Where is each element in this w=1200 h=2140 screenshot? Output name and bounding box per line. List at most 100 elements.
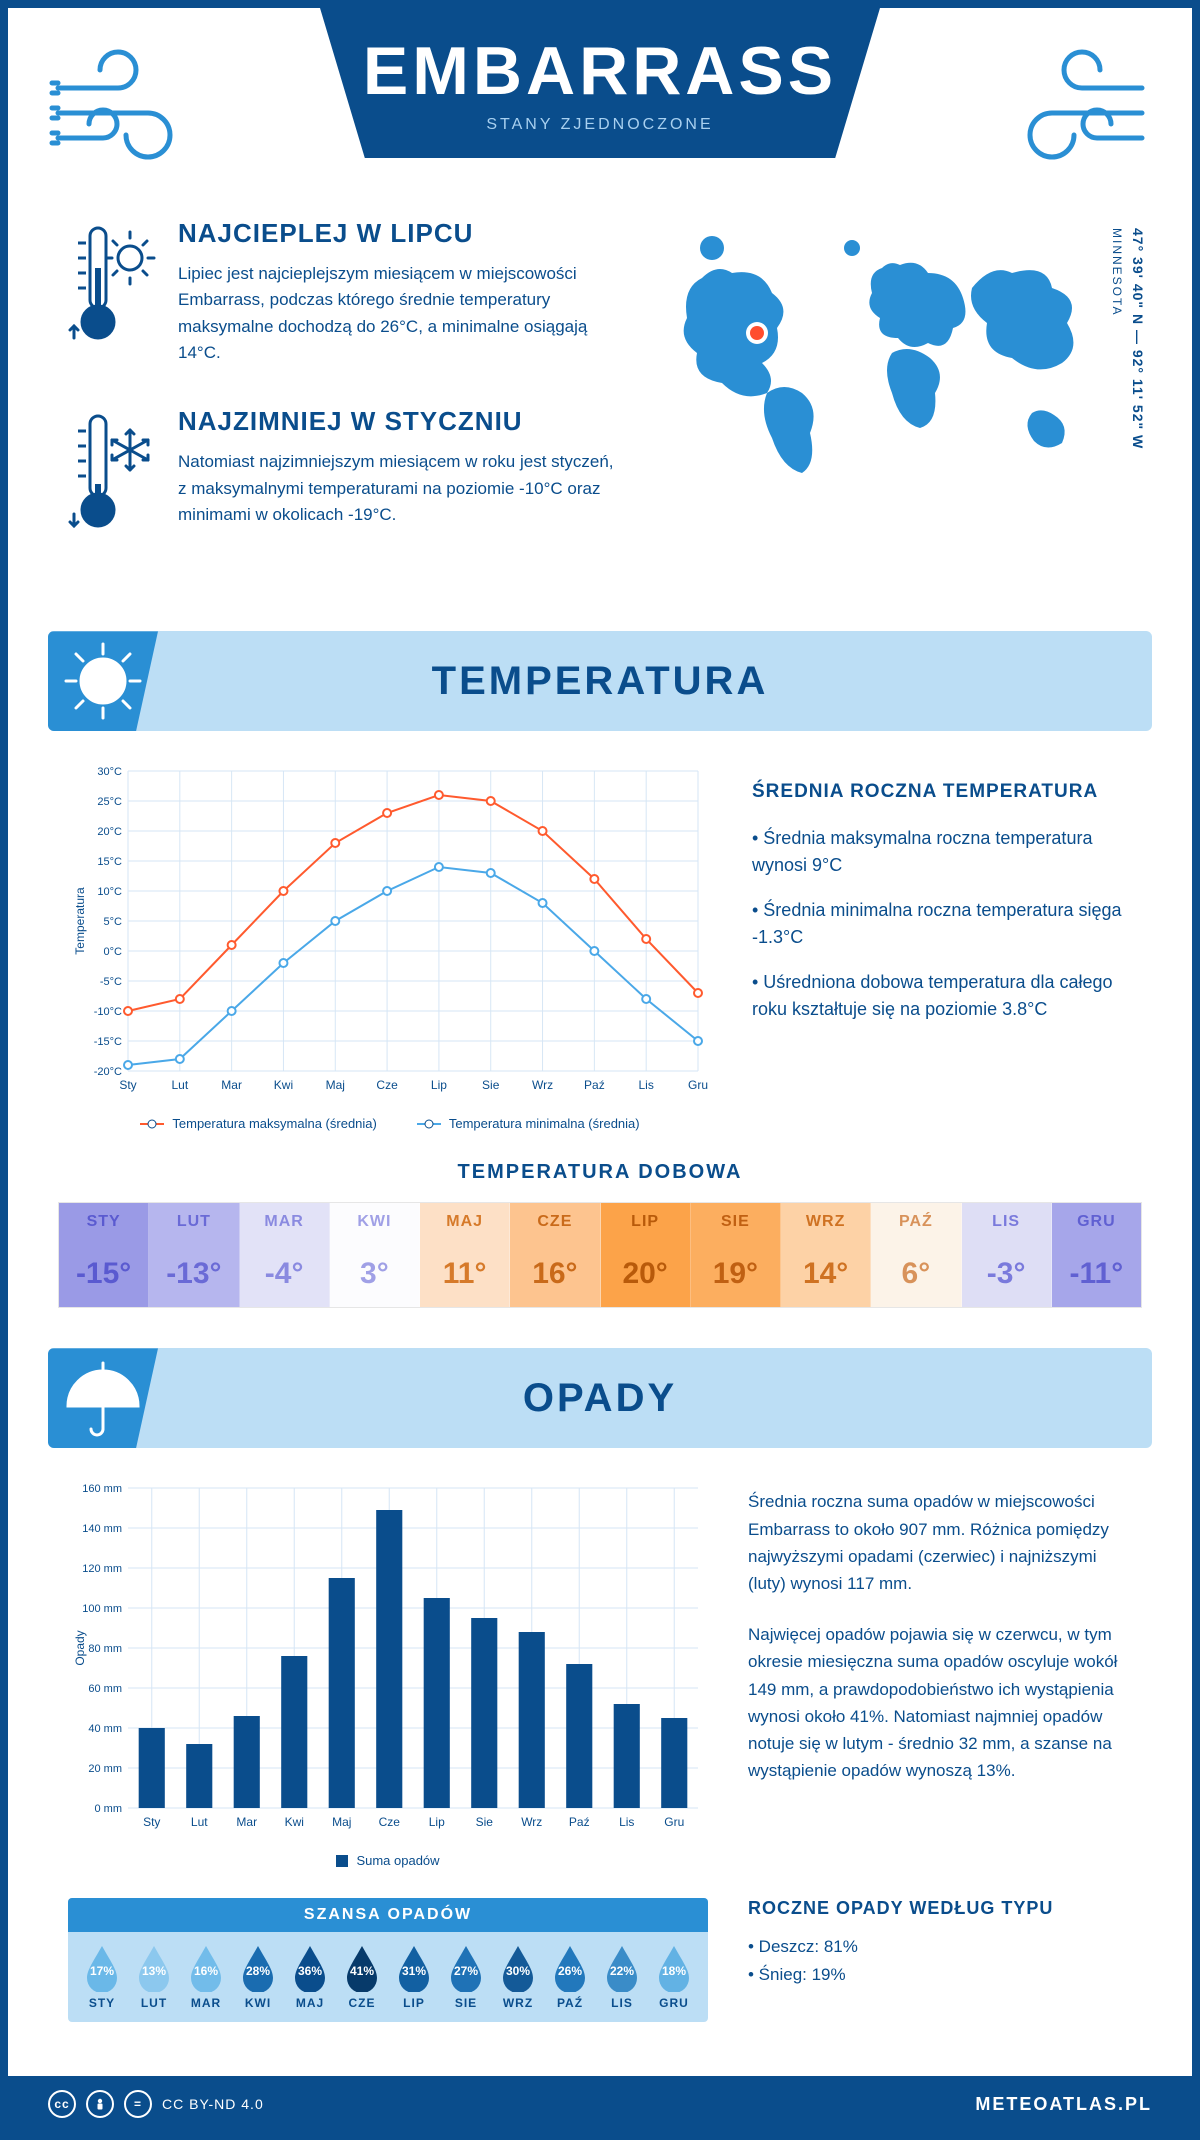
svg-text:40 mm: 40 mm [88, 1723, 122, 1735]
location-marker-icon [750, 326, 764, 340]
daily-temp-table: STY -15° LUT -13° MAR -4° KWI 3° MAJ 11°… [58, 1202, 1142, 1308]
precipitation-title: OPADY [523, 1376, 677, 1421]
annual-bullet: • Uśredniona dobowa temperatura dla całe… [752, 969, 1132, 1023]
svg-text:10°C: 10°C [97, 886, 122, 898]
svg-text:20°C: 20°C [97, 826, 122, 838]
world-map-icon [652, 218, 1132, 518]
header: EMBARRASS STANY ZJEDNOCZONE [8, 8, 1192, 198]
svg-text:100 mm: 100 mm [82, 1603, 122, 1615]
raindrop-icon: 30% [499, 1944, 537, 1992]
raindrop-icon: 18% [655, 1944, 693, 1992]
svg-text:Kwi: Kwi [285, 1815, 304, 1829]
svg-text:Gru: Gru [688, 1078, 708, 1092]
intro-row: NAJCIEPLEJ W LIPCU Lipiec jest najcieple… [8, 198, 1192, 621]
chance-cell: 18% GRU [648, 1944, 700, 2010]
svg-text:Lis: Lis [619, 1815, 634, 1829]
raindrop-icon: 16% [187, 1944, 225, 1992]
svg-text:Mar: Mar [221, 1078, 242, 1092]
svg-text:5°C: 5°C [104, 916, 123, 928]
raindrop-icon: 31% [395, 1944, 433, 1992]
warm-text: Lipiec jest najcieplejszym miesiącem w m… [178, 261, 622, 366]
chance-row: SZANSA OPADÓW 17% STY 13% LUT 16% MAR 28… [68, 1898, 1132, 2022]
svg-text:Cze: Cze [379, 1815, 401, 1829]
legend-max: .legend-swatch::after{border:1px solid c… [140, 1116, 376, 1131]
header-banner: EMBARRASS STANY ZJEDNOCZONE [320, 8, 880, 158]
svg-text:0 mm: 0 mm [95, 1803, 123, 1815]
svg-text:Lis: Lis [639, 1078, 654, 1092]
chance-cell: 27% SIE [440, 1944, 492, 2010]
svg-text:120 mm: 120 mm [82, 1563, 122, 1575]
thermometer-hot-icon [68, 218, 158, 366]
svg-text:30°C: 30°C [97, 766, 122, 778]
svg-text:160 mm: 160 mm [82, 1483, 122, 1495]
precipitation-chart: 0 mm20 mm40 mm60 mm80 mm100 mm120 mm140 … [68, 1478, 708, 1838]
svg-text:Wrz: Wrz [532, 1078, 553, 1092]
daily-temp-title: TEMPERATURA DOBOWA [8, 1161, 1192, 1184]
annual-temp-title: ŚREDNIA ROCZNA TEMPERATURA [752, 781, 1132, 803]
legend-max-label: Temperatura maksymalna (średnia) [172, 1116, 376, 1131]
cold-title: NAJZIMNIEJ W STYCZNIU [178, 406, 622, 437]
map-panel: MINNESOTA 47° 39' 40" N — 92° 11' 52" W [652, 218, 1132, 591]
daily-cell: MAJ 11° [420, 1203, 510, 1307]
svg-text:-15°C: -15°C [94, 1036, 122, 1048]
svg-text:Paź: Paź [584, 1078, 605, 1092]
chance-cell: 41% CZE [336, 1944, 388, 2010]
warm-title: NAJCIEPLEJ W LIPCU [178, 218, 622, 249]
svg-text:Sie: Sie [482, 1078, 500, 1092]
warm-content: NAJCIEPLEJ W LIPCU Lipiec jest najcieple… [178, 218, 622, 366]
svg-text:Lut: Lut [171, 1078, 188, 1092]
svg-text:15°C: 15°C [97, 856, 122, 868]
temperature-annual-panel: ŚREDNIA ROCZNA TEMPERATURA • Średnia mak… [752, 761, 1132, 1131]
svg-text:20 mm: 20 mm [88, 1763, 122, 1775]
chance-cell: 31% LIP [388, 1944, 440, 2010]
precipitation-text-panel: Średnia roczna suma opadów w miejscowośc… [748, 1478, 1132, 1868]
nd-icon: = [124, 2090, 152, 2118]
svg-text:Lut: Lut [191, 1815, 208, 1829]
legend-precip-label: Suma opadów [356, 1853, 439, 1868]
page-subtitle: STANY ZJEDNOCZONE [486, 116, 713, 134]
svg-text:Mar: Mar [236, 1815, 257, 1829]
raindrop-icon: 22% [603, 1944, 641, 1992]
raindrop-icon: 28% [239, 1944, 277, 1992]
svg-text:Maj: Maj [332, 1815, 351, 1829]
svg-text:25°C: 25°C [97, 796, 122, 808]
state-label: MINNESOTA [1110, 228, 1124, 316]
coordinates-label: 47° 39' 40" N — 92° 11' 52" W [1130, 228, 1146, 449]
warm-block: NAJCIEPLEJ W LIPCU Lipiec jest najcieple… [68, 218, 622, 366]
precipitation-chart-panel: 0 mm20 mm40 mm60 mm80 mm100 mm120 mm140 … [68, 1478, 708, 1868]
temperature-title: TEMPERATURA [432, 659, 769, 704]
daily-cell: MAR -4° [240, 1203, 330, 1307]
raindrop-icon: 26% [551, 1944, 589, 1992]
svg-text:80 mm: 80 mm [88, 1643, 122, 1655]
precip-type-bullet: • Śnieg: 19% [748, 1961, 1132, 1988]
annual-bullet: • Średnia minimalna roczna temperatura s… [752, 897, 1132, 951]
svg-text:Sty: Sty [119, 1078, 136, 1092]
svg-text:Sty: Sty [143, 1815, 160, 1829]
svg-text:Wrz: Wrz [521, 1815, 542, 1829]
temperature-banner: TEMPERATURA [48, 631, 1152, 731]
precip-type-title: ROCZNE OPADY WEDŁUG TYPU [748, 1898, 1132, 1919]
daily-cell: SIE 19° [691, 1203, 781, 1307]
temperature-row: -20°C-15°C-10°C-5°C0°C5°C10°C15°C20°C25°… [8, 761, 1192, 1161]
by-icon [86, 2090, 114, 2118]
cold-block: NAJZIMNIEJ W STYCZNIU Natomiast najzimni… [68, 406, 622, 551]
cc-icon: cc [48, 2090, 76, 2118]
daily-cell: CZE 16° [510, 1203, 600, 1307]
footer-license: cc = CC BY-ND 4.0 [48, 2090, 264, 2118]
svg-text:Temperatura: Temperatura [73, 887, 87, 955]
chance-cell: 26% PAŹ [544, 1944, 596, 2010]
raindrop-icon: 13% [135, 1944, 173, 1992]
svg-text:Maj: Maj [326, 1078, 345, 1092]
page-title: EMBARRASS [363, 32, 837, 110]
sun-icon [58, 636, 148, 726]
legend-min: Temperatura minimalna (średnia) [417, 1116, 640, 1131]
raindrop-icon: 41% [343, 1944, 381, 1992]
chance-drops-row: 17% STY 13% LUT 16% MAR 28% KWI [68, 1932, 708, 2010]
precipitation-banner: OPADY [48, 1348, 1152, 1448]
daily-cell: LIP 20° [601, 1203, 691, 1307]
svg-text:-10°C: -10°C [94, 1006, 122, 1018]
cold-content: NAJZIMNIEJ W STYCZNIU Natomiast najzimni… [178, 406, 622, 551]
page: EMBARRASS STANY ZJEDNOCZONE [0, 0, 1200, 2140]
chance-cell: 17% STY [76, 1944, 128, 2010]
temperature-chart-panel: -20°C-15°C-10°C-5°C0°C5°C10°C15°C20°C25°… [68, 761, 712, 1131]
